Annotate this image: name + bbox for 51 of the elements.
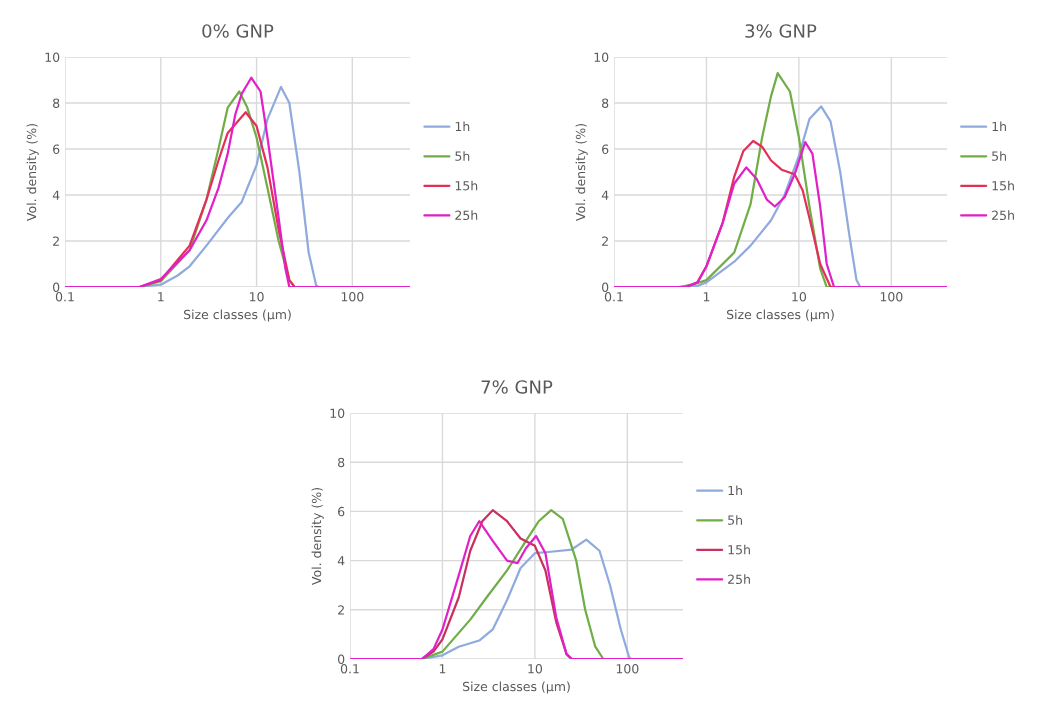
chart-title: 7% GNP [481, 380, 553, 394]
legend-label: 25h [992, 210, 1014, 221]
y-tick-label: 6 [602, 144, 609, 154]
legend-label: 5h [455, 151, 470, 161]
y-tick-label: 10 [45, 52, 60, 62]
y-axis-title: Vol. density (%) [26, 124, 39, 221]
x-tick-label: 1 [158, 292, 164, 302]
x-tick-label: 0.1 [340, 664, 359, 674]
y-axis-title: Vol. density (%) [575, 124, 588, 221]
y-tick-label: 4 [52, 190, 60, 200]
y-tick-label: 4 [337, 556, 345, 566]
x-tick-label: 100 [341, 292, 364, 302]
y-tick-label: 2 [602, 236, 608, 246]
legend-label: 5h [992, 151, 1006, 161]
legend-label: 15h [455, 180, 478, 191]
x-axis-title: Size classes (µm) [726, 309, 834, 322]
y-tick-label: 10 [594, 52, 609, 62]
legend-label: 1h [992, 121, 1006, 132]
legend-label: 15h [728, 544, 750, 555]
y-tick-label: 0 [53, 282, 60, 292]
legend-label: 25h [728, 574, 750, 585]
y-tick-label: 4 [601, 190, 609, 200]
y-axis-title: Vol. density (%) [311, 488, 324, 585]
y-tick-label: 6 [338, 506, 345, 517]
y-tick-label: 0 [338, 654, 345, 664]
x-tick-label: 0.1 [604, 292, 623, 302]
y-tick-label: 2 [53, 236, 59, 246]
x-tick-label: 10 [792, 292, 807, 302]
x-tick-label: 10 [249, 292, 264, 302]
x-tick-label: 10 [528, 664, 543, 674]
legend-label: 5h [728, 515, 742, 525]
chart-title: 0% GNP [202, 24, 274, 38]
y-tick-label: 8 [338, 457, 345, 468]
y-tick-label: 8 [602, 98, 609, 108]
x-tick-label: 100 [616, 664, 639, 674]
y-tick-label: 8 [53, 98, 60, 108]
y-tick-label: 6 [53, 144, 60, 154]
x-tick-label: 0.1 [55, 292, 74, 302]
x-tick-label: 1 [703, 292, 710, 302]
y-tick-label: 10 [330, 408, 345, 418]
y-tick-label: 0 [602, 282, 609, 292]
legend-label: 1h [455, 121, 470, 132]
chart-title: 3% GNP [745, 24, 817, 38]
y-tick-label: 2 [338, 605, 344, 615]
x-tick-label: 1 [439, 664, 446, 674]
x-tick-label: 100 [880, 292, 903, 302]
x-axis-title: Size classes (µm) [462, 681, 570, 694]
legend-label: 25h [455, 210, 478, 221]
x-axis-title: Size classes (µm) [183, 309, 291, 322]
legend-label: 1h [728, 485, 742, 496]
legend-label: 15h [992, 180, 1014, 191]
